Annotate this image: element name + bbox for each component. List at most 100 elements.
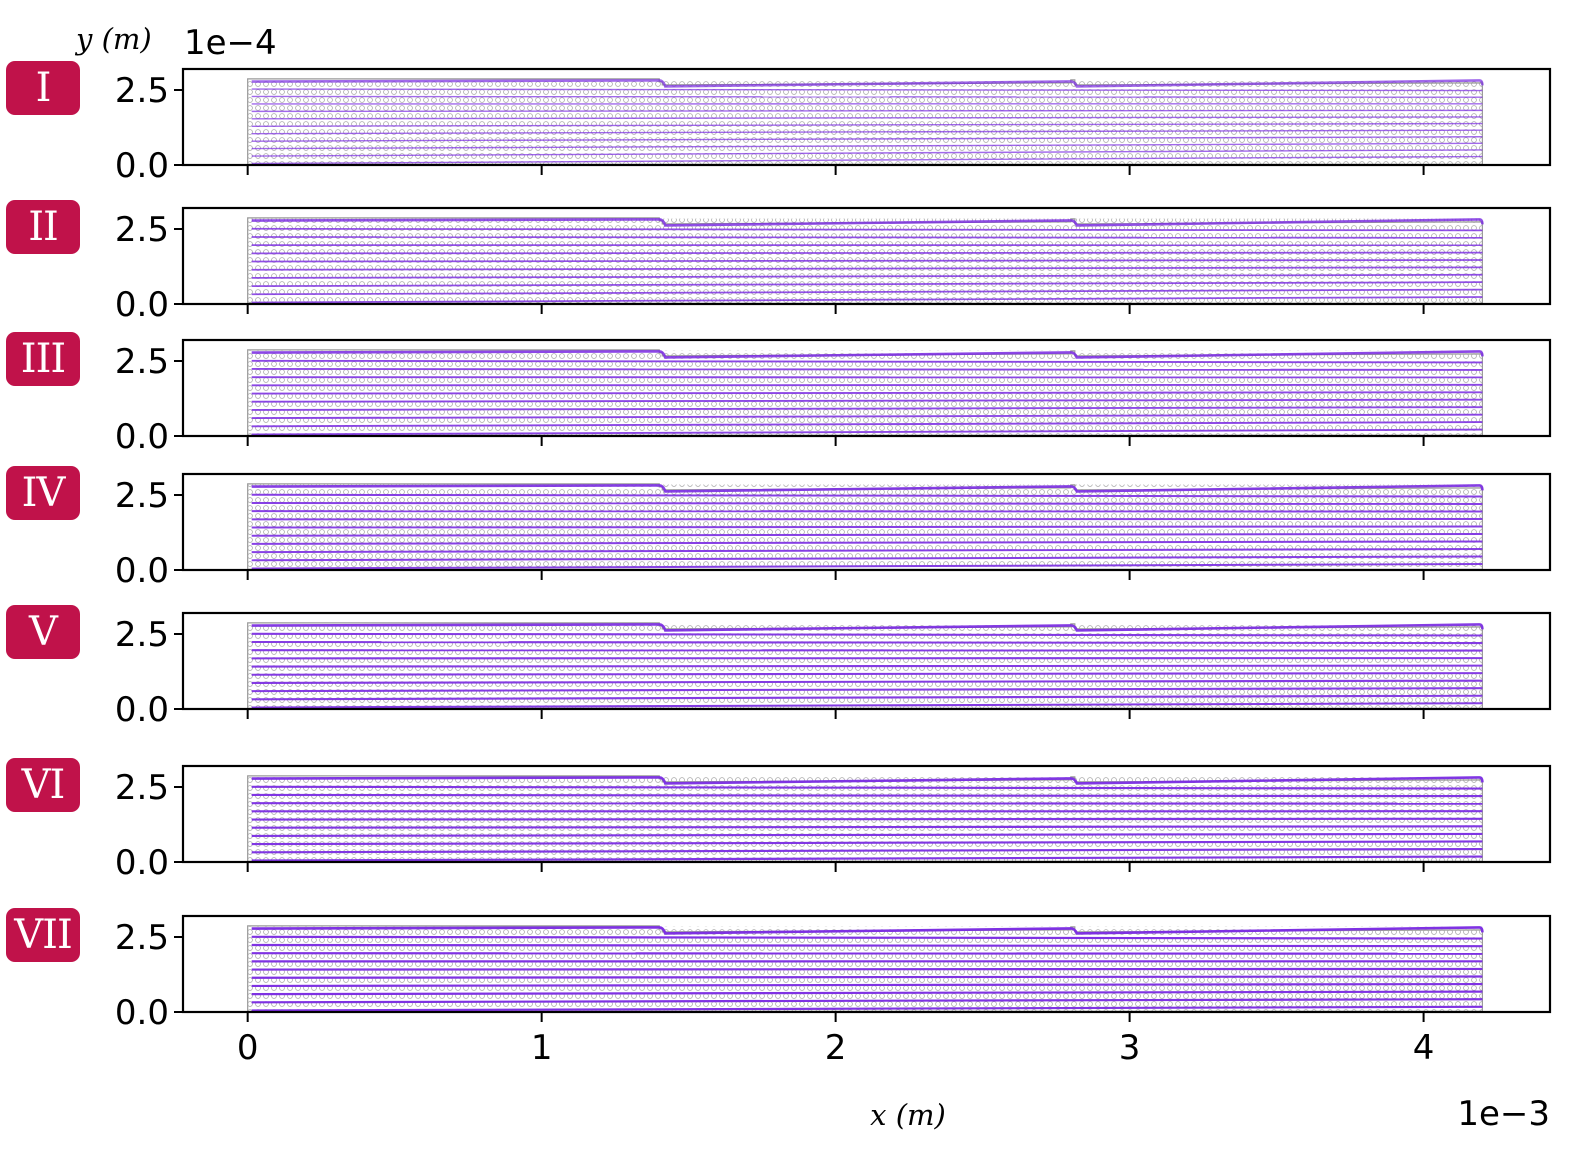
streamline [251, 975, 1483, 979]
y-tick-label: 2.5 [115, 918, 169, 958]
panel-badge: V [6, 605, 80, 659]
streamline [251, 155, 1483, 165]
streamline [251, 413, 1483, 420]
panel-badge-label: VI [21, 762, 66, 808]
panel-badge: II [6, 200, 80, 254]
panel-badge: IV [6, 466, 80, 520]
panel-VI: 0.0 2.5 [115, 764, 1552, 883]
streamline [251, 122, 1483, 127]
streamline [251, 702, 1483, 709]
panel-plot-area [247, 483, 1484, 570]
y-tick-label: 0.0 [115, 843, 169, 883]
streamline [251, 142, 1483, 150]
streamline [251, 227, 1483, 232]
streamline [251, 943, 1483, 948]
streamline [251, 406, 1483, 411]
streamline [251, 88, 1483, 92]
streamline [251, 501, 1483, 505]
streamline [251, 825, 1483, 829]
panel-plot-area [247, 775, 1484, 862]
panel-badge: I [6, 61, 80, 115]
panels-group: 0.0 2.5 0.0 2.5 0.0 2.5 0.0 2.5 0.0 2.5 0.0 2.5 0.0 2… [115, 67, 1552, 1068]
streamline [251, 95, 1483, 98]
streamline [251, 640, 1483, 645]
x-tick-label: 4 [1413, 1028, 1435, 1068]
axes-frame [181, 67, 1552, 167]
y-axis-label: y (m) [74, 22, 152, 56]
streamline [251, 350, 1484, 359]
streamline [251, 694, 1483, 701]
y-tick-label: 2.5 [115, 768, 169, 808]
streamline [251, 855, 1483, 862]
panel-badge-label: I [35, 65, 52, 111]
streamline [251, 533, 1483, 537]
panel-plot-area [247, 78, 1484, 165]
panel-IV: 0.0 2.5 [115, 472, 1552, 591]
streamline [251, 273, 1483, 279]
streamline [251, 149, 1483, 157]
panel-plot-area [247, 217, 1484, 304]
panel-II: 0.0 2.5 [115, 206, 1552, 325]
streamline [251, 391, 1483, 395]
panel-V: 0.0 2.5 [115, 611, 1552, 730]
panel-plot-area [247, 349, 1484, 436]
panel-I: 0.0 2.5 [115, 67, 1552, 186]
streamline [251, 540, 1483, 545]
y-tick-label: 2.5 [115, 615, 169, 655]
y-tick-label: 2.5 [115, 342, 169, 382]
streamline [251, 935, 1483, 940]
streamline [251, 548, 1483, 554]
streamline [251, 840, 1483, 846]
streamline [251, 847, 1483, 854]
panel-plot-area [247, 622, 1484, 709]
streamline [251, 1005, 1483, 1012]
streamline [251, 926, 1484, 935]
y-tick-label: 0.0 [115, 285, 169, 325]
streamline [251, 998, 1483, 1004]
streamline [251, 236, 1483, 239]
streamline [251, 383, 1483, 387]
streamline [251, 776, 1484, 785]
x-axis-label: x (m) [870, 1098, 946, 1132]
streamline [251, 296, 1483, 304]
axes-frame [181, 611, 1552, 711]
y-tick-label: 0.0 [115, 993, 169, 1033]
streamline [251, 129, 1483, 135]
streamline [251, 259, 1483, 263]
panel-badge: III [6, 332, 80, 386]
streamline [251, 251, 1483, 255]
x-tick-label: 1 [531, 1028, 553, 1068]
streamline [251, 632, 1483, 637]
axes-frame [181, 206, 1552, 306]
streamline [251, 832, 1483, 837]
streamline [251, 281, 1483, 287]
streamline [251, 679, 1483, 684]
streamline [251, 421, 1483, 428]
streamline [251, 555, 1483, 562]
streamline [251, 623, 1484, 632]
x-tick-label: 2 [825, 1028, 847, 1068]
y-tick-label: 0.0 [115, 417, 169, 457]
streamline [251, 266, 1483, 271]
streamline [251, 398, 1483, 403]
axes-frame [181, 764, 1552, 864]
streamline [251, 982, 1483, 988]
streamline [251, 687, 1483, 693]
streamline [251, 116, 1483, 120]
x-tick-label: 3 [1119, 1028, 1141, 1068]
panel-III: 0.0 2.5 [115, 338, 1552, 457]
streamline [251, 563, 1483, 570]
panel-badge: VI [6, 758, 80, 812]
panel-VII: 0.0 2.5 0 1 2 3 4 [115, 914, 1552, 1068]
streamline [251, 952, 1483, 955]
streamline [251, 817, 1483, 821]
y-tick-label: 2.5 [115, 210, 169, 250]
x-tick-label: 0 [237, 1028, 259, 1068]
y-tick-label: 0.0 [115, 551, 169, 591]
streamline [251, 990, 1483, 996]
y-axis-scale-factor: 1e−4 [184, 23, 277, 63]
streamline [251, 802, 1483, 805]
streamline [251, 793, 1483, 798]
streamline [251, 493, 1483, 498]
streamline [251, 785, 1483, 790]
